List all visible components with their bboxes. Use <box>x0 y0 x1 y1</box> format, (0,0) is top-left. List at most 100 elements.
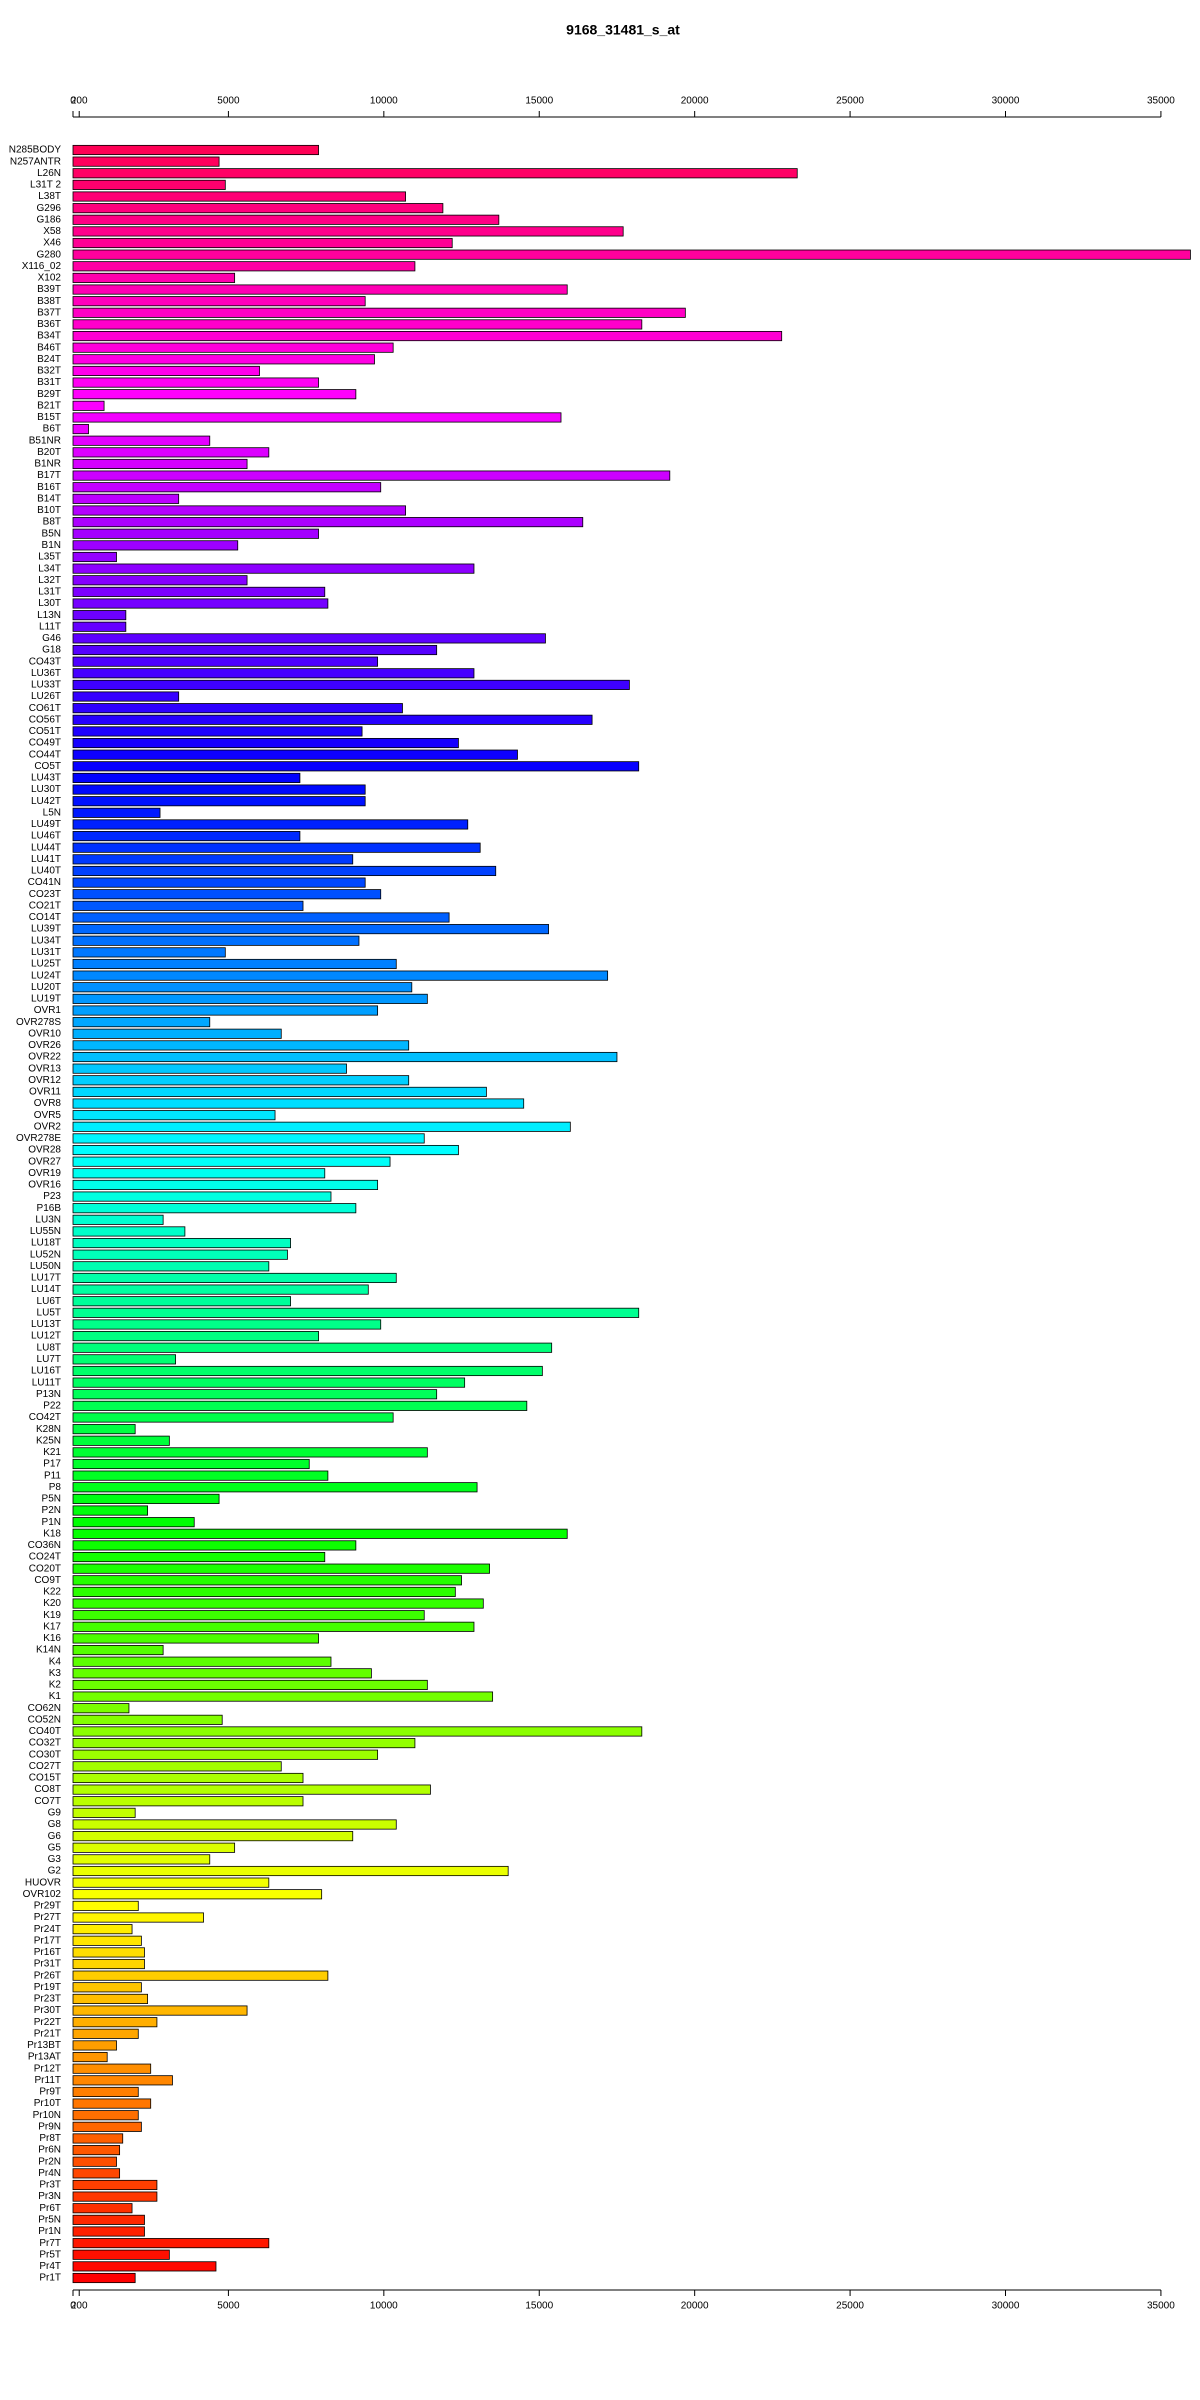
y-tick-label: CO56T <box>29 714 61 725</box>
y-tick-label: B20T <box>37 447 61 458</box>
y-tick-label: Pr1T <box>39 2273 61 2284</box>
bar <box>72 656 379 667</box>
y-tick-label: LU19T <box>31 994 61 1005</box>
bar <box>72 2214 145 2225</box>
y-tick-label: Pr6T <box>39 2203 61 2214</box>
y-tick-label: LU30T <box>31 784 61 795</box>
y-tick-label: CO23T <box>29 889 61 900</box>
x-tick-label: 200 <box>71 2301 88 2312</box>
y-tick-label: LU36T <box>31 668 61 679</box>
x-tick-label: 20000 <box>681 2301 709 2312</box>
bar <box>72 737 459 749</box>
y-tick-label: B21T <box>37 400 61 411</box>
y-tick-label: CO30T <box>29 1749 61 1760</box>
y-tick-label: B15T <box>37 412 61 423</box>
y-tick-label: CO9T <box>34 1575 61 1586</box>
y-tick-label: K25N <box>36 1435 61 1446</box>
bar <box>72 1331 319 1342</box>
bar <box>72 365 260 376</box>
bar <box>72 691 180 702</box>
y-tick-label: OVR2 <box>34 1121 62 1132</box>
bar <box>72 1796 304 1807</box>
y-tick-label: K21 <box>43 1447 61 1458</box>
y-tick-label: B29T <box>37 389 61 400</box>
bar <box>72 563 475 574</box>
y-tick-label: Pr27T <box>34 1912 61 1923</box>
bar <box>72 2086 139 2097</box>
y-tick-label: P16B <box>37 1203 62 1214</box>
y-tick-label: Pr3N <box>38 2191 61 2202</box>
y-tick-label: LU33T <box>31 680 61 691</box>
bar <box>72 1551 326 1563</box>
bar <box>72 1098 525 1109</box>
bar <box>72 470 671 481</box>
bar <box>72 144 319 156</box>
y-tick-label: CO24T <box>29 1552 61 1563</box>
y-tick-label: Pr23T <box>34 1994 61 2005</box>
y-tick-label: Pr4T <box>39 2261 61 2272</box>
bar <box>72 1051 618 1063</box>
y-tick-label: L31T 2 <box>30 180 61 191</box>
bar <box>72 668 475 679</box>
y-tick-label: Pr4N <box>38 2168 61 2179</box>
y-tick-label: P22 <box>43 1401 61 1412</box>
y-tick-label: LU16T <box>31 1366 61 1377</box>
bar <box>72 354 375 365</box>
y-tick-label: OVR22 <box>28 1052 61 1063</box>
bar <box>72 726 363 737</box>
bar <box>72 1865 509 1877</box>
x-tick-label: 10000 <box>370 96 398 107</box>
bar <box>72 2226 145 2237</box>
bar <box>72 1819 397 1830</box>
bar <box>72 1377 466 1388</box>
y-tick-label: LU52N <box>30 1249 61 1260</box>
y-tick-label: LU26T <box>31 691 61 702</box>
y-tick-label: B8T <box>43 517 61 528</box>
bar <box>72 1912 204 1923</box>
y-tick-label: CO49T <box>29 738 61 749</box>
y-tick-label: X102 <box>38 273 62 284</box>
bar <box>72 1028 282 1039</box>
bar <box>72 296 366 307</box>
bar <box>72 1982 142 1993</box>
y-tick-label: LU17T <box>31 1273 61 1284</box>
y-tick-label: Pr5N <box>38 2214 61 2225</box>
y-tick-label: LU55N <box>30 1226 61 1237</box>
bar <box>72 2179 158 2191</box>
bar <box>72 319 643 330</box>
y-tick-label: X116_02 <box>22 261 62 272</box>
bar <box>72 1761 282 1772</box>
y-tick-label: Pr7T <box>39 2238 61 2249</box>
y-tick-label: CO7T <box>34 1796 61 1807</box>
bar <box>72 156 220 167</box>
bar <box>72 1621 475 1632</box>
y-tick-label: K28N <box>36 1424 61 1435</box>
y-tick-label: OVR278S <box>16 1017 61 1028</box>
y-tick-label: B10T <box>37 505 61 516</box>
bar <box>72 2168 121 2179</box>
bar <box>72 2261 217 2272</box>
bar <box>72 1214 164 1225</box>
y-tick-label: L34T <box>38 563 61 574</box>
y-tick-label: B24T <box>37 354 61 365</box>
y-tick-label: Pr21T <box>34 2028 61 2039</box>
bar <box>72 1179 379 1190</box>
bar <box>72 935 360 946</box>
y-tick-label: LU50N <box>30 1261 61 1272</box>
bar <box>72 1668 372 1679</box>
y-tick-label: LU13T <box>31 1319 61 1330</box>
y-tick-label: K1 <box>49 1691 62 1702</box>
y-tick-label: Pr17T <box>34 1935 61 1946</box>
y-tick-label: LU8T <box>37 1342 61 1353</box>
bar <box>72 1121 571 1132</box>
bar <box>72 1656 332 1667</box>
y-tick-label: Pr10N <box>33 2110 61 2121</box>
y-tick-label: CO43T <box>29 656 61 667</box>
y-tick-label: B38T <box>37 296 61 307</box>
y-tick-label: Pr16T <box>34 1947 61 1958</box>
bar <box>72 261 416 272</box>
x-tick-label: 0 <box>70 2301 76 2312</box>
y-tick-label: CO15T <box>29 1773 61 1784</box>
bar <box>72 203 444 214</box>
bar <box>72 865 497 877</box>
